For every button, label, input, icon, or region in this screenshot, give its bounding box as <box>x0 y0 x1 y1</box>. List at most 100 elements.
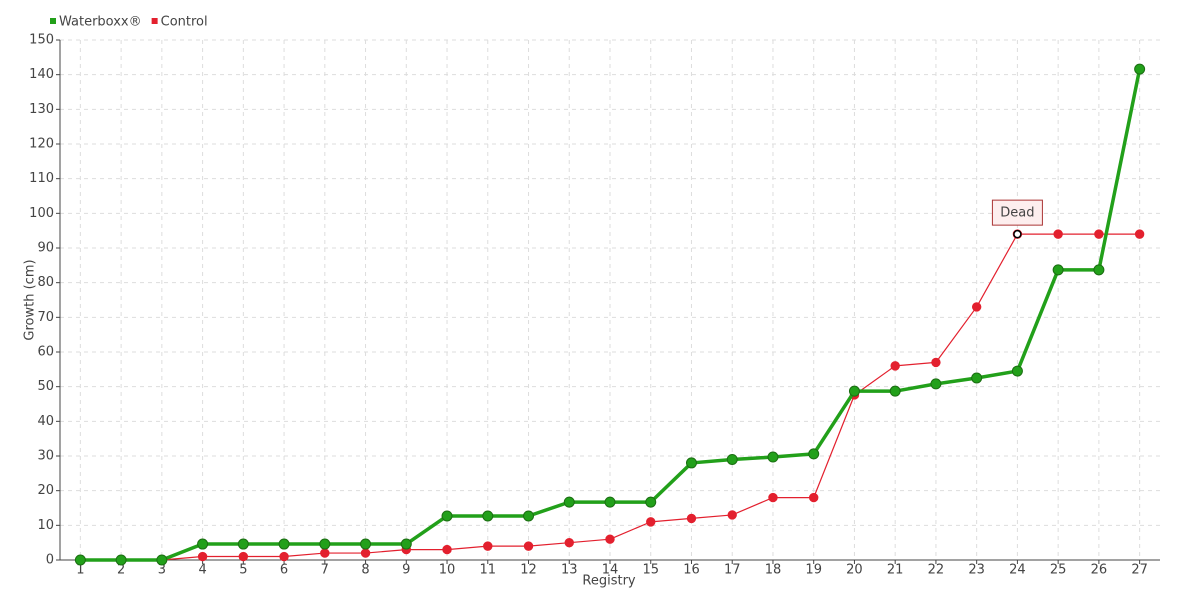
data-point <box>808 448 820 460</box>
data-point <box>605 534 615 544</box>
y-tick-label: 110 <box>29 171 54 186</box>
x-tick-label: 14 <box>602 563 619 578</box>
data-point <box>360 548 371 558</box>
data-point <box>523 510 535 522</box>
data-point <box>1053 229 1063 239</box>
data-point <box>482 510 494 522</box>
x-tick-label: 2 <box>117 563 125 578</box>
x-tick-label: 22 <box>928 563 945 578</box>
legend-swatch <box>151 18 158 24</box>
y-tick-label: 80 <box>37 275 54 290</box>
x-tick-label: 7 <box>321 563 329 578</box>
data-point <box>931 357 941 368</box>
data-point <box>767 451 779 463</box>
y-tick-label: 60 <box>37 345 54 360</box>
data-point <box>848 385 860 397</box>
x-tick-label: 19 <box>805 563 822 578</box>
data-point <box>442 544 452 555</box>
data-point <box>1011 365 1023 377</box>
data-point <box>686 513 697 524</box>
data-point <box>971 372 983 384</box>
x-tick-label: 25 <box>1050 563 1067 578</box>
data-point <box>320 548 330 558</box>
data-point <box>156 554 168 566</box>
data-point <box>971 302 982 312</box>
data-point <box>197 538 209 550</box>
x-tick-label: 27 <box>1131 563 1148 578</box>
y-tick-label: 100 <box>29 206 54 221</box>
data-point <box>726 453 738 465</box>
data-point <box>319 538 331 550</box>
x-axis-label: Registry <box>582 574 636 589</box>
data-point <box>1094 229 1104 239</box>
y-tick-label: 20 <box>37 483 54 498</box>
data-point <box>523 541 534 551</box>
x-tick-label: 8 <box>361 563 369 578</box>
data-point <box>889 385 901 397</box>
legend-label: Control <box>161 15 208 30</box>
x-tick-label: 5 <box>239 563 247 578</box>
x-tick-label: 6 <box>280 563 288 578</box>
data-point <box>441 510 453 522</box>
x-tick-label: 20 <box>846 563 863 578</box>
y-axis-label: Growth (cm) <box>23 259 38 340</box>
data-point <box>604 496 616 508</box>
data-point <box>1052 264 1064 276</box>
x-tick-label: 4 <box>198 563 206 578</box>
x-tick-label: 17 <box>724 563 741 578</box>
data-point <box>890 361 900 371</box>
data-point <box>115 554 127 566</box>
data-point <box>400 538 412 550</box>
y-tick-label: 40 <box>37 414 54 429</box>
data-point <box>197 551 208 562</box>
data-point <box>1134 229 1145 239</box>
x-tick-label: 3 <box>158 563 166 578</box>
data-point <box>238 551 249 562</box>
x-tick-label: 12 <box>520 563 537 578</box>
data-point <box>279 551 289 562</box>
data-point <box>564 537 574 548</box>
data-point <box>1134 63 1146 75</box>
x-tick-label: 11 <box>480 563 497 578</box>
x-tick-label: 9 <box>402 563 410 578</box>
annotation-box <box>991 199 1043 226</box>
y-tick-label: 30 <box>37 449 54 464</box>
y-tick-label: 70 <box>37 310 54 325</box>
x-tick-label: 21 <box>887 563 904 578</box>
data-point <box>563 496 575 508</box>
y-tick-label: 120 <box>29 137 54 152</box>
annotation-marker <box>1013 229 1022 239</box>
data-point <box>278 538 290 550</box>
annotation-text: Dead <box>1000 206 1034 221</box>
data-point <box>74 554 86 566</box>
legend-label: Waterboxx® <box>59 15 142 30</box>
data-point <box>727 510 737 520</box>
data-point <box>483 541 493 551</box>
y-tick-label: 90 <box>37 241 54 256</box>
x-tick-label: 15 <box>642 563 659 578</box>
x-tick-label: 10 <box>439 563 456 578</box>
data-point <box>809 492 819 503</box>
y-tick-label: 50 <box>37 379 54 394</box>
legend-swatch <box>50 18 56 24</box>
x-tick-label: 13 <box>561 563 578 578</box>
y-tick-label: 10 <box>37 518 54 533</box>
data-point <box>1093 264 1105 276</box>
data-point <box>685 457 697 469</box>
data-point <box>646 517 656 527</box>
data-point <box>645 496 657 508</box>
y-tick-label: 130 <box>29 102 54 117</box>
data-point <box>930 378 942 390</box>
x-tick-label: 1 <box>76 563 84 578</box>
x-tick-label: 24 <box>1009 563 1026 578</box>
data-point <box>360 538 372 550</box>
x-tick-label: 18 <box>765 563 782 578</box>
y-tick-label: 0 <box>46 553 54 568</box>
x-tick-label: 16 <box>683 563 700 578</box>
data-point <box>768 492 778 503</box>
y-tick-label: 150 <box>29 33 54 48</box>
x-tick-label: 23 <box>968 563 985 578</box>
x-tick-label: 26 <box>1091 563 1108 578</box>
